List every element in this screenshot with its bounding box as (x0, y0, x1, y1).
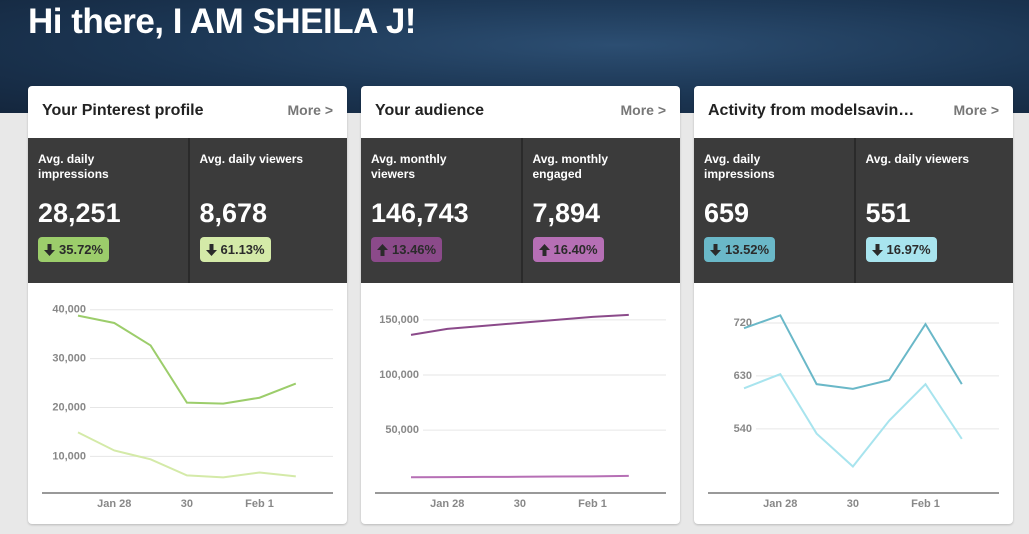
arrow-icon (710, 243, 721, 256)
y-tick-label: 20,000 (52, 401, 86, 413)
change-value: 61.13% (220, 242, 265, 257)
more-link[interactable]: More > (953, 102, 999, 118)
stats-panel: Avg. monthly viewers 146,743 13.46% Avg. mo… (361, 138, 680, 283)
change-value: 16.97% (886, 242, 931, 257)
stat-label: Avg. monthly viewers (371, 152, 447, 181)
stat-value: 28,251 (38, 198, 121, 228)
card: Your audience More > Avg. monthly viewers 1… (361, 86, 680, 524)
change-value: 35.72% (59, 242, 104, 257)
change-value: 13.46% (392, 242, 437, 257)
card-header: Activity from modelsavin… More > (694, 86, 1013, 138)
stat-label: Avg. monthly engaged (532, 152, 609, 181)
stat-label: Avg. daily viewers (199, 152, 304, 166)
y-tick-label: 540 (734, 423, 752, 435)
stat-value: 551 (865, 198, 911, 228)
arrow (377, 243, 388, 256)
series-line (743, 314, 963, 390)
y-tick-label: 50,000 (385, 424, 419, 436)
card: Your Pinterest profile More > Avg. daily i… (28, 86, 347, 524)
y-tick-label: 30,000 (52, 353, 86, 365)
stat: Avg. monthly engaged 7,894 16.40% (520, 138, 681, 283)
arrow (538, 243, 550, 256)
x-tick-label: Jan 28 (430, 498, 464, 510)
more-link[interactable]: More > (287, 102, 333, 118)
change-badge: 61.13% (199, 237, 271, 262)
change-value: 13.52% (725, 242, 770, 257)
series-line (77, 314, 297, 405)
arrow (710, 243, 721, 256)
card-header: Your Pinterest profile More > (28, 86, 347, 138)
stat-value: 7,894 (532, 198, 601, 228)
y-tick-label: 150,000 (379, 314, 419, 326)
card-title: Activity from modelsavin… (708, 102, 915, 119)
stat-value: 8,678 (199, 198, 268, 228)
change-badge: 13.46% (371, 237, 443, 262)
arrow-icon (205, 243, 217, 256)
stat-value: 146,743 (371, 198, 469, 228)
stat: Avg. daily impressions 659 13.52% (694, 138, 854, 283)
series-line (743, 372, 963, 468)
more-link[interactable]: More > (620, 102, 666, 118)
y-tick-label: 40,000 (52, 304, 86, 316)
change-value: 16.40% (553, 242, 598, 257)
stat: Avg. daily viewers 8,678 61.13% (187, 138, 348, 283)
stats-panel: Avg. daily impressions 659 13.52% Avg. dail… (694, 138, 1013, 283)
x-tick-label: Jan 28 (763, 498, 797, 510)
arrow (205, 243, 217, 256)
stat: Avg. monthly viewers 146,743 13.46% (361, 138, 521, 283)
x-tick-label: Jan 28 (97, 498, 131, 510)
arrow-icon (44, 243, 55, 256)
y-tick-label: 630 (734, 370, 752, 382)
series-line (410, 313, 629, 336)
x-tick-label: Feb 1 (911, 498, 940, 510)
card-title: Your Pinterest profile (42, 102, 204, 119)
greeting: Hi there, I AM SHEILA J! (28, 2, 416, 41)
card-header: Your audience More > (361, 86, 680, 138)
stat-label: Avg. daily impressions (38, 152, 109, 181)
change-badge: 16.97% (865, 237, 937, 262)
stat-value: 659 (704, 198, 750, 228)
line-chart: 10,000 20,000 30,000 40,000 Jan 28 30 Feb 1 (42, 304, 333, 510)
change-badge: 13.52% (704, 237, 776, 262)
stats-panel: Avg. daily impressions 28,251 35.72% Avg. d… (28, 138, 347, 283)
line-chart: 540 630 720 Jan 28 30 Feb 1 (708, 314, 999, 510)
arrow (44, 243, 55, 256)
y-tick-label: 10,000 (52, 450, 86, 462)
arrow-icon (377, 243, 388, 256)
series-line (410, 474, 629, 479)
x-tick-label: Feb 1 (245, 498, 274, 510)
x-tick-label: 30 (847, 498, 859, 510)
x-tick-label: Feb 1 (578, 498, 607, 510)
stat: Avg. daily viewers 551 16.97% (853, 138, 1014, 283)
arrow-icon (538, 243, 550, 256)
y-tick-label: 100,000 (379, 369, 419, 381)
stat-label: Avg. daily viewers (865, 152, 970, 166)
line-chart: 50,000 100,000 150,000 Jan 28 30 Feb 1 (375, 313, 666, 510)
card-title: Your audience (375, 102, 485, 119)
change-badge: 35.72% (38, 237, 110, 262)
arrow-icon (871, 243, 883, 256)
arrow (871, 243, 883, 256)
card: Activity from modelsavin… More > Avg. dail… (694, 86, 1013, 524)
stat-label: Avg. daily impressions (704, 152, 775, 181)
change-badge: 16.40% (532, 237, 604, 262)
x-tick-label: 30 (181, 498, 193, 510)
y-tick-label: 720 (734, 317, 752, 329)
x-tick-label: 30 (514, 498, 526, 510)
stat: Avg. daily impressions 28,251 35.72% (28, 138, 188, 283)
series-line (77, 431, 296, 479)
